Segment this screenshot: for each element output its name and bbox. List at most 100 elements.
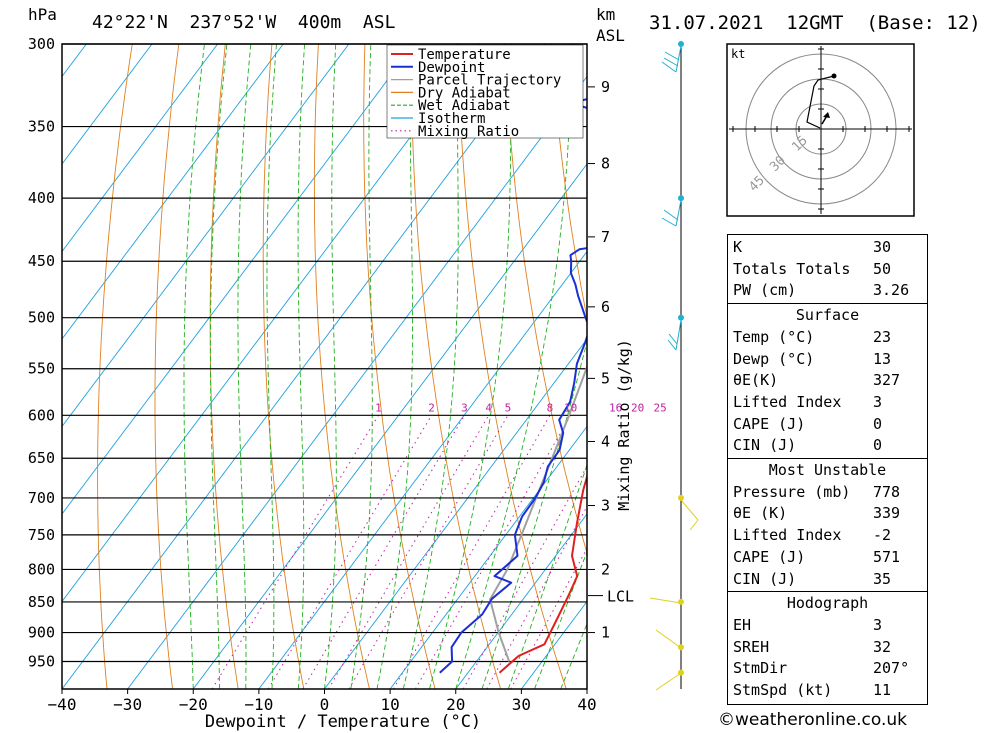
location-title: 42°22'N 237°52'W 400m ASL [92,12,396,33]
legend-label: Dewpoint [418,60,485,76]
index-row: θE (K) 339 [728,503,927,524]
mixing-ratio-label: 4 [485,401,492,414]
section-divider [728,303,927,305]
axis-labels: 3003504004505005506006507007508008509009… [28,35,633,732]
isotherm-line [0,44,21,689]
section-divider [728,458,927,459]
index-row: Lifted Index -2 [728,525,927,546]
index-row: Temp (°C) 23 [728,327,927,348]
asl-label: ASL [596,26,625,45]
wind-barb-flag [663,57,679,67]
legend-label: Temperature [418,47,511,63]
index-value: 0 [873,414,883,433]
temperature-line [498,473,587,674]
wet-adiabat-line [324,44,337,689]
wind-barb-flag [663,209,679,221]
mixing-ratio-line [462,465,587,689]
mixing-ratio-labels: 1 2 3 4 5 8 10 16 20 25 [375,401,667,414]
pressure-tick-label: 850 [28,593,55,611]
wind-level-dot [678,598,684,605]
pressure-tick-label: 750 [28,526,55,544]
dry-adiabat-line [550,44,587,321]
mixing-ratio-line [510,547,587,689]
lcl-label: LCL [607,588,634,606]
wind-barb [649,597,682,604]
pressure-tick-label: 550 [28,360,55,378]
index-value: 3 [873,615,883,634]
index-value: 11 [873,681,892,699]
x-tick-label: 20 [446,695,465,714]
pressure-tick-label: 700 [28,489,55,507]
legend-label: Parcel Trajectory [418,73,561,89]
isotherm-line [62,44,218,253]
index-row: Dewp (°C) 13 [728,349,927,370]
datetime-title: 31.07.2021 12GMT (Base: 12) [649,12,981,34]
index-name: Totals Totals [733,259,851,278]
km-tick-label: 8 [601,155,610,173]
index-name: CAPE (J) [733,414,806,433]
index-name: K [733,238,743,256]
isotherm-line [389,425,587,689]
wet-adiabat-line [237,44,252,689]
legend-label: Isotherm [418,111,485,127]
dewpoint-line [439,98,587,674]
x-tick-label: 30 [512,695,531,714]
pressure-tick-label: 350 [28,118,55,136]
index-value: 32 [873,637,892,656]
wind-barb-flag [667,339,677,351]
parcel-trajectory-line [489,364,587,662]
dry-adiabat-line [154,44,180,689]
x-tick-label: 40 [577,695,596,714]
index-name: PW (cm) [733,281,797,300]
section-title: Hodograph [786,594,869,613]
index-name: EH [733,615,752,634]
index-row: Pressure (mb) 778 [728,482,927,503]
index-row: Lifted Index 3 [728,392,927,413]
legend-box [386,44,584,139]
index-row: SREH 32 [728,637,927,658]
index-value: 13 [873,349,892,368]
mixing-ratio-line [267,415,433,689]
pressure-tick-label: 600 [28,406,55,424]
km-label: km [596,5,616,24]
wind-level-dot [678,195,684,202]
wind-axis [649,41,699,691]
wind-barb-flag [661,61,677,73]
index-value: 23 [873,327,892,346]
km-tick-label: 9 [601,78,610,96]
index-name: CIN (J) [733,569,797,588]
mixing-ratio-label: 10 [564,401,577,414]
wet-adiabat-line [455,44,572,689]
index-value: 0 [873,436,883,455]
index-name: CIN (J) [733,436,797,455]
index-row: CAPE (J) 571 [728,547,927,568]
wind-barb-flag [689,519,699,531]
index-name: CAPE (J) [733,547,806,566]
mixing-ratio-axis-title: Mixing Ratio (g/kg) [615,339,633,511]
wind-level-dot [678,494,684,501]
pressure-tick-label: 450 [28,252,55,270]
pressure-tick-label: 300 [28,35,55,53]
dry-adiabat-line [262,44,305,689]
pressure-tick-label: 400 [28,189,55,207]
index-value: 30 [873,238,892,256]
section-divider [728,591,927,593]
index-row: θE(K) 327 [728,370,927,391]
wind-barb [655,672,682,691]
km-tick-label: 2 [601,560,610,578]
km-tick-label: 6 [601,298,610,316]
dry-adiabat-line [410,44,502,689]
storm-motion-arrowhead [823,112,830,118]
indices-panel: K 30 Totals Totals 50 PW (cm) 3.26 Surface Temp… [727,234,928,705]
wind-barb [680,499,699,521]
x-axis-title: Dewpoint / Temperature (°C) [205,712,481,732]
index-value: 339 [873,504,901,523]
index-name: θE(K) [733,371,779,390]
wet-adiabat-line [429,44,512,689]
wind-barb-flag [661,217,677,227]
isotherm-line [62,44,284,340]
pressure-tick-label: 800 [28,560,55,578]
index-value: 571 [873,547,901,566]
mixing-ratio-label: 16 [609,401,622,414]
index-name: Lifted Index [733,526,842,545]
